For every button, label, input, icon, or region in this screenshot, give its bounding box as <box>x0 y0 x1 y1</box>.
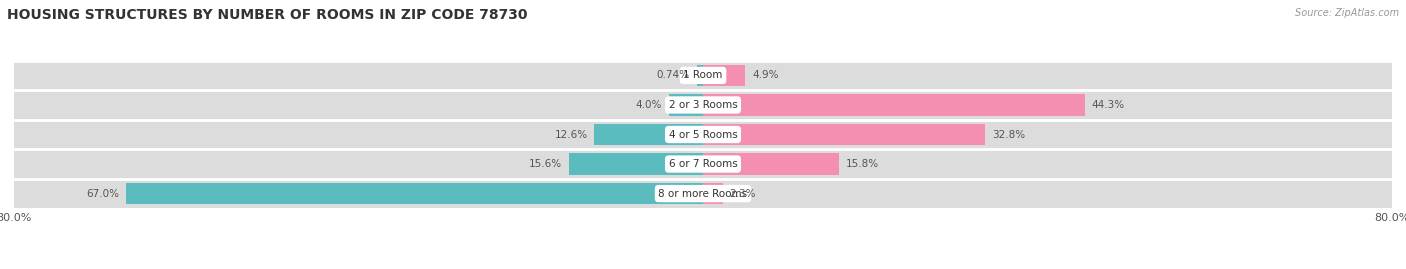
Bar <box>703 153 839 175</box>
Text: 12.6%: 12.6% <box>554 129 588 140</box>
Text: 15.8%: 15.8% <box>846 159 879 169</box>
Text: HOUSING STRUCTURES BY NUMBER OF ROOMS IN ZIP CODE 78730: HOUSING STRUCTURES BY NUMBER OF ROOMS IN… <box>7 8 527 22</box>
Text: 44.3%: 44.3% <box>1091 100 1125 110</box>
Bar <box>595 124 703 145</box>
Text: 8 or more Rooms: 8 or more Rooms <box>658 189 748 199</box>
Text: 15.6%: 15.6% <box>529 159 562 169</box>
Bar <box>14 90 1392 120</box>
Text: 6 or 7 Rooms: 6 or 7 Rooms <box>669 159 737 169</box>
Text: 1 Room: 1 Room <box>683 70 723 80</box>
Bar <box>669 94 703 116</box>
Bar <box>703 65 745 86</box>
Text: 4.9%: 4.9% <box>752 70 779 80</box>
Text: 32.8%: 32.8% <box>993 129 1025 140</box>
Bar <box>14 61 1392 90</box>
Text: 0.74%: 0.74% <box>657 70 690 80</box>
Text: 67.0%: 67.0% <box>86 189 120 199</box>
Bar <box>703 124 986 145</box>
Bar <box>14 120 1392 149</box>
Bar <box>14 179 1392 208</box>
Bar <box>568 153 703 175</box>
Bar <box>14 149 1392 179</box>
Bar <box>696 65 703 86</box>
Text: 4.0%: 4.0% <box>636 100 662 110</box>
Bar <box>703 94 1084 116</box>
Text: 2 or 3 Rooms: 2 or 3 Rooms <box>669 100 737 110</box>
Text: 4 or 5 Rooms: 4 or 5 Rooms <box>669 129 737 140</box>
Bar <box>127 183 703 204</box>
Text: 2.3%: 2.3% <box>730 189 756 199</box>
Text: Source: ZipAtlas.com: Source: ZipAtlas.com <box>1295 8 1399 18</box>
Bar <box>703 183 723 204</box>
